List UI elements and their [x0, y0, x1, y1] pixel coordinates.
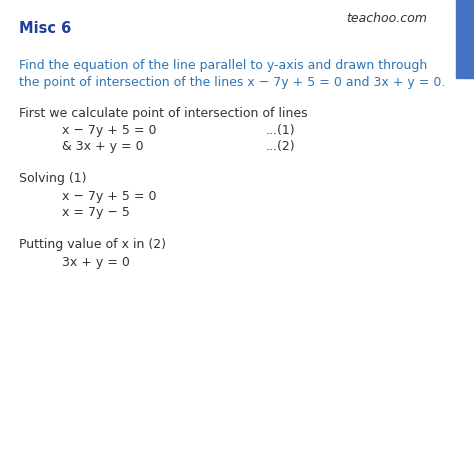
Text: x − 7y + 5 = 0: x − 7y + 5 = 0	[62, 190, 156, 202]
Text: & 3x + y = 0: & 3x + y = 0	[62, 140, 143, 153]
Text: Putting value of x in (2): Putting value of x in (2)	[19, 238, 166, 251]
Text: First we calculate point of intersection of lines: First we calculate point of intersection…	[19, 107, 308, 119]
Bar	[456, 0, 474, 78]
Text: Solving (1): Solving (1)	[19, 172, 86, 184]
Text: x = 7y − 5: x = 7y − 5	[62, 206, 129, 219]
Text: teachoo.com: teachoo.com	[346, 12, 427, 25]
Text: Find the equation of the line parallel to y-axis and drawn through: Find the equation of the line parallel t…	[19, 59, 427, 72]
Text: Misc 6: Misc 6	[19, 21, 71, 36]
Text: the point of intersection of the lines x − 7y + 5 = 0 and 3x + y = 0.: the point of intersection of the lines x…	[19, 76, 446, 89]
Text: ...(1): ...(1)	[265, 124, 295, 137]
Text: ...(2): ...(2)	[265, 140, 295, 153]
Text: 3x + y = 0: 3x + y = 0	[62, 256, 129, 269]
Text: x − 7y + 5 = 0: x − 7y + 5 = 0	[62, 124, 156, 137]
